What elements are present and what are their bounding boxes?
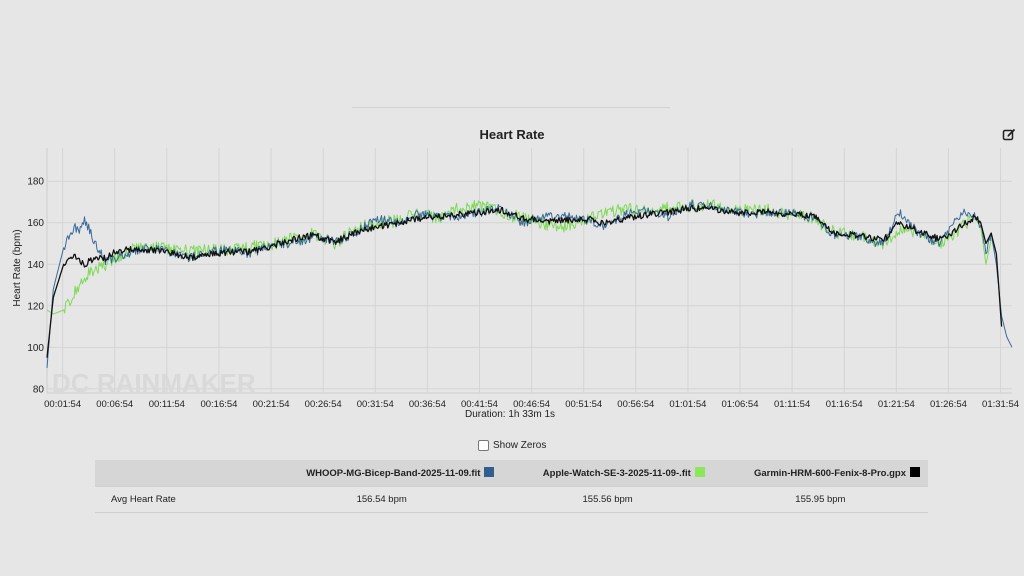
y-tick-label: 160: [27, 218, 44, 229]
series-lines: [46, 199, 1013, 369]
show-zeros-label: Show Zeros: [493, 440, 547, 451]
garmin-color-swatch: [910, 466, 920, 477]
header-apple: Apple-Watch-SE-3-2025-11-09-.fit: [502, 460, 712, 486]
header-whoop: WHOOP-MG-Bicep-Band-2025-11-09.fit: [261, 460, 502, 486]
whoop-color-swatch: [484, 466, 495, 477]
y-tick-label: 140: [27, 260, 44, 271]
x-tick-label: 00:26:54: [305, 399, 342, 410]
table-header-row: WHOOP-MG-Bicep-Band-2025-11-09.fit Apple…: [95, 460, 928, 486]
y-tick-label: 100: [27, 343, 44, 354]
x-tick-label: 01:26:54: [930, 399, 967, 410]
x-tick-label: 00:36:54: [409, 399, 446, 410]
y-tick-label: 120: [27, 301, 44, 312]
whoop-series-line: [46, 199, 1013, 369]
apple-series-line: [46, 199, 992, 315]
show-zeros-toggle[interactable]: Show Zeros: [478, 440, 546, 451]
show-zeros-checkbox[interactable]: [478, 440, 489, 451]
grid-lines: [46, 148, 1012, 394]
header-whoop-name: WHOOP-MG-Bicep-Band-2025-11-09.fit: [306, 467, 481, 479]
x-tick-label: 00:31:54: [357, 399, 394, 410]
watermark: DC RAINMAKER: [52, 368, 256, 398]
x-tick-label: 01:16:54: [826, 399, 863, 410]
x-axis-label: Duration: 1h 33m 1s: [465, 409, 555, 420]
x-tick-label: 01:31:54: [982, 399, 1019, 410]
apple-avg-value: 155.56 bpm: [582, 493, 633, 505]
stats-table: WHOOP-MG-Bicep-Band-2025-11-09.fit Apple…: [95, 460, 928, 513]
x-tick-label: 00:21:54: [253, 399, 290, 410]
header-garmin-name: Garmin-HRM-600-Fenix-8-Pro.gpx: [753, 467, 906, 479]
x-tick-label: 00:06:54: [96, 399, 133, 410]
garmin-series-line: [46, 204, 1003, 358]
y-tick-label: 80: [33, 384, 45, 395]
header-garmin: Garmin-HRM-600-Fenix-8-Pro.gpx: [713, 460, 928, 486]
x-tick-label: 01:06:54: [722, 399, 759, 410]
y-tick-label: 180: [27, 177, 44, 188]
table-row: Avg Heart Rate 156.54 bpm 155.56 bpm 155…: [95, 486, 928, 512]
x-tick-label: 01:11:54: [774, 399, 810, 410]
garmin-avg-value: 155.95 bpm: [795, 493, 846, 505]
x-axis-ticks: 00:01:54 00:06:54 00:11:54 00:16:54 00:21:54…: [44, 399, 1019, 410]
whoop-avg-value: 156.54 bpm: [356, 493, 407, 505]
y-axis-label: Heart Rate (bpm): [12, 229, 23, 306]
x-tick-label: 00:41:54: [461, 399, 498, 410]
x-tick-label: 01:01:54: [669, 399, 706, 410]
row-label: Avg Heart Rate: [111, 493, 176, 505]
header-apple-name: Apple-Watch-SE-3-2025-11-09-.fit: [542, 467, 691, 479]
edit-icon[interactable]: [1002, 128, 1016, 142]
x-tick-label: 00:16:54: [200, 399, 237, 410]
x-tick-label: 00:01:54: [44, 399, 81, 410]
y-axis-ticks: 80 100 120 140 160 180: [27, 177, 44, 396]
apple-color-swatch: [694, 466, 705, 477]
x-tick-label: 01:21:54: [878, 399, 915, 410]
chart-title: Heart Rate: [479, 127, 545, 142]
x-tick-label: 00:51:54: [565, 399, 602, 410]
top-divider: [352, 107, 670, 108]
x-tick-label: 00:56:54: [617, 399, 654, 410]
x-tick-label: 00:46:54: [513, 399, 550, 410]
x-tick-label: 00:11:54: [149, 399, 185, 410]
